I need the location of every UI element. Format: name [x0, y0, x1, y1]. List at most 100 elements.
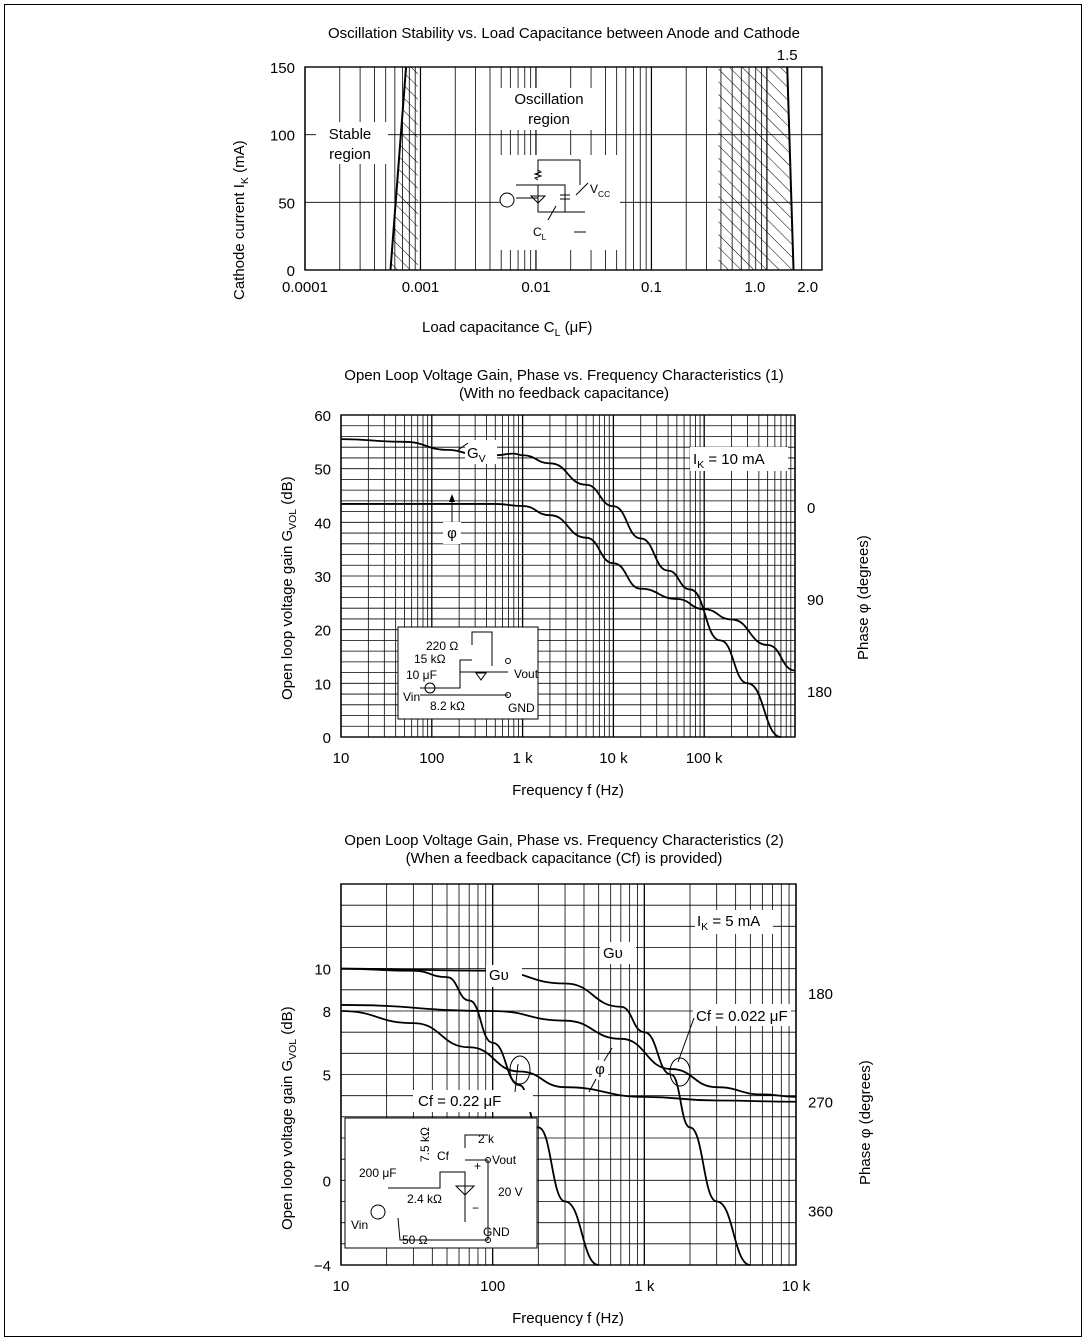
y2-tick-label: 360 [808, 1204, 833, 1221]
arrow-head [449, 494, 455, 502]
cl-label: CL [533, 225, 547, 242]
series-group-marker [509, 1055, 531, 1085]
circuit-inset [397, 626, 539, 720]
terminal [485, 1157, 491, 1163]
terminal [485, 1237, 491, 1243]
label-background [486, 965, 522, 987]
x-tick-label: 10 k [782, 1278, 811, 1295]
x-axis-label: Frequency f (Hz) [512, 782, 624, 799]
y-tick-label: −4 [314, 1258, 331, 1275]
cf-label: Cf = 0.22 μF [418, 1093, 501, 1110]
cl-arrow [547, 205, 557, 221]
chart-subtitle: (With no feedback capacitance) [459, 385, 669, 402]
y-tick-label: 10 [314, 676, 331, 693]
chart-subtitle: (When a feedback capacitance (Cf) is pro… [406, 850, 723, 867]
series-label-gv: Gυ [489, 967, 509, 984]
series-line-G-0 [340, 438, 782, 738]
label-background [465, 440, 497, 464]
wire [516, 184, 539, 199]
chart-title: Oscillation Stability vs. Load Capacitan… [328, 25, 800, 42]
label-background [695, 910, 773, 934]
x-tick-label: 1 k [513, 750, 534, 767]
y-tick-label: 10 [314, 962, 331, 979]
wire [397, 1217, 488, 1241]
inset-label: Vout [514, 667, 539, 681]
hatch-region-right [718, 67, 794, 270]
wire [420, 659, 472, 689]
diode-symbol [475, 672, 487, 681]
series-label-phi: φ [595, 1061, 605, 1078]
meter-symbol [499, 192, 515, 208]
stable-region-label: Stable [329, 126, 372, 143]
label-background [413, 1090, 533, 1112]
y2-tick-label: 90 [807, 592, 824, 609]
y-tick-label: 0 [323, 1173, 331, 1190]
y-tick-label: 0 [287, 263, 295, 280]
label-background [690, 447, 788, 471]
page-frame [4, 4, 1082, 1337]
chart-title: Open Loop Voltage Gain, Phase vs. Freque… [344, 832, 783, 849]
x-tick-label: 100 [480, 1278, 505, 1295]
y2-tick-label: 180 [808, 986, 833, 1003]
leader-line [603, 1047, 613, 1062]
y2-axis-label: Phase φ (degrees) [855, 535, 872, 660]
circuit-inset-wiring [420, 631, 511, 698]
source-symbol [370, 1204, 386, 1220]
inset-label: GND [483, 1225, 510, 1239]
x-tick-label: 0.01 [521, 279, 550, 296]
vcc-arrow [575, 182, 589, 196]
plot-frame [340, 883, 797, 1266]
label-background [600, 942, 636, 964]
y-axis-label: Open loop voltage gain GVOL (dB) [279, 1006, 299, 1230]
leader-line [677, 1017, 695, 1063]
y2-tick-label: 270 [808, 1095, 833, 1112]
label-background [443, 522, 461, 544]
series-line-φ-2 [340, 1010, 797, 1103]
x-axis-label: Load capacitance CL (μF) [422, 319, 592, 339]
y2-tick-label: 0 [807, 500, 815, 517]
x-tick-label: 10 [333, 1278, 350, 1295]
inset-label: + [474, 1159, 481, 1173]
wire [537, 159, 581, 185]
inset-label: 50 Ω [402, 1233, 428, 1247]
cf-label: Cf = 0.022 μF [696, 1008, 788, 1025]
plot-frame [340, 414, 796, 738]
vcc-label: VCC [590, 182, 610, 199]
inset-label: 20 V [498, 1185, 523, 1199]
x-tick-label: 0.1 [641, 279, 662, 296]
inset-label: 8.2 kΩ [430, 699, 465, 713]
hatch-region-left [390, 67, 418, 270]
boundary-line-left [389, 66, 408, 271]
stable-region-label: region [329, 146, 371, 163]
plot-frame [304, 66, 823, 271]
series-line-Gυ-0 [340, 967, 599, 1266]
y-tick-label: 20 [314, 623, 331, 640]
x-tick-label: 10 k [599, 750, 628, 767]
series-line-φ-3 [340, 1004, 797, 1098]
inset-label: 2 k [478, 1132, 495, 1146]
series-label-gv: Gυ [603, 945, 623, 962]
inset-label: 2.4 kΩ [407, 1192, 442, 1206]
diode-symbol [529, 195, 547, 204]
y-tick-label: 100 [270, 128, 295, 145]
series-line-φ-1 [341, 503, 796, 672]
y-tick-label: 150 [270, 60, 295, 77]
terminal [505, 658, 511, 664]
y-axis-label: Cathode current IK (mA) [231, 140, 251, 300]
inset-label: Vin [403, 690, 420, 704]
inset-label: 220 Ω [426, 639, 458, 653]
ik-annotation: IK = 5 mA [697, 913, 760, 933]
chart-3: 10 100 1 k 10 k −4 0 5 8 10 180 270 360 Open Loop Vo… [279, 832, 874, 1327]
x-tick-label: 2.0 [797, 279, 818, 296]
y2-tick-label: 180 [807, 684, 832, 701]
x-tick-label: 10 [333, 750, 350, 767]
inset-label: − [472, 1201, 479, 1215]
inset-label: 7.5 kΩ [418, 1127, 432, 1162]
chart-1: 0.0001 0.001 0.01 0.1 1.0 2.0 0 50 100 150 Oscilla… [231, 25, 823, 339]
y-tick-label: 50 [314, 462, 331, 479]
terminal [505, 692, 511, 698]
series-group-marker [669, 1057, 691, 1087]
annotation-label: 1.5 [777, 47, 798, 64]
x-tick-label: 0.001 [402, 279, 440, 296]
y-tick-label: 40 [314, 515, 331, 532]
